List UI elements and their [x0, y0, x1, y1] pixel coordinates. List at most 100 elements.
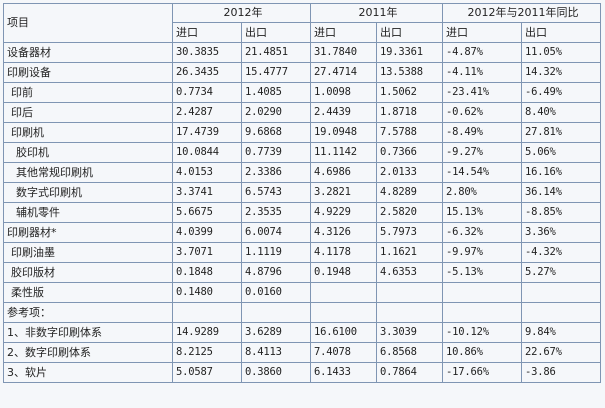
table-row: 印刷油墨 3.7071 1.1119 4.1178 1.1621 -9.97% -4.32%	[3, 242, 601, 263]
cell-export-2012: 21.4851	[241, 42, 311, 63]
cell-export-change: 27.81%	[521, 122, 601, 143]
cell-import-2011: 16.6100	[310, 322, 377, 343]
row-label: 数字式印刷机	[3, 182, 173, 203]
cell-export-change: 3.36%	[521, 222, 601, 243]
cell-export-2012: 4.8796	[241, 262, 311, 283]
row-label: 印刷设备	[3, 62, 173, 83]
cell-import-2012: 0.1848	[172, 262, 242, 283]
cell-import-change: -6.32%	[442, 222, 522, 243]
row-label: 设备器材	[3, 42, 173, 63]
cell-export-2011: 4.8289	[376, 182, 443, 203]
cell-export-change: 5.27%	[521, 262, 601, 283]
header-export-2011: 出口	[376, 22, 443, 43]
cell-import-2011: 4.6986	[310, 162, 377, 183]
cell-export-change: 14.32%	[521, 62, 601, 83]
cell-export-2012: 0.3860	[241, 362, 311, 383]
cell-export-2011: 5.7973	[376, 222, 443, 243]
cell-export-change: 11.05%	[521, 42, 601, 63]
table-row: 其他常规印刷机 4.0153 2.3386 4.6986 2.0133 -14.54% 16…	[3, 162, 601, 183]
cell-import-2011	[310, 282, 377, 303]
cell-export-change: -4.32%	[521, 242, 601, 263]
table-row: 印刷设备 26.3435 15.4777 27.4714 13.5388 -4.11% 14…	[3, 62, 601, 83]
table-row: 数字式印刷机 3.3741 6.5743 3.2821 4.8289 2.80% 36.14…	[3, 182, 601, 203]
row-label: 辅机零件	[3, 202, 173, 223]
cell-import-change: -5.13%	[442, 262, 522, 283]
cell-export-2012: 15.4777	[241, 62, 311, 83]
cell-import-change: 15.13%	[442, 202, 522, 223]
cell-export-2012: 3.6289	[241, 322, 311, 343]
header-2011: 2011年	[310, 3, 443, 23]
table-row: 印后 2.4287 2.0290 2.4439 1.8718 -0.62% 8.40%	[3, 102, 601, 123]
cell-import-2012	[172, 302, 242, 323]
cell-import-2011: 4.3126	[310, 222, 377, 243]
table-row: 胶印版材 0.1848 4.8796 0.1948 4.6353 -5.13% 5.27%	[3, 262, 601, 283]
cell-export-2012: 2.3535	[241, 202, 311, 223]
row-label: 参考项：	[3, 302, 173, 323]
cell-export-change	[521, 302, 601, 323]
cell-import-2012: 0.1480	[172, 282, 242, 303]
cell-export-2011: 1.1621	[376, 242, 443, 263]
cell-import-2012: 2.4287	[172, 102, 242, 123]
cell-import-change	[442, 282, 522, 303]
header-import-compare: 进口	[442, 22, 522, 43]
header-export-2012: 出口	[241, 22, 311, 43]
table-row: 印刷器材* 4.0399 6.0074 4.3126 5.7973 -6.32% 3.36%	[3, 222, 601, 243]
cell-import-change: -23.41%	[442, 82, 522, 103]
cell-export-2011: 6.8568	[376, 342, 443, 363]
cell-import-2011	[310, 302, 377, 323]
cell-import-2011: 4.9229	[310, 202, 377, 223]
cell-export-change: 5.06%	[521, 142, 601, 163]
cell-export-2012: 6.5743	[241, 182, 311, 203]
cell-import-2012: 0.7734	[172, 82, 242, 103]
table-row: 1、非数字印刷体系 14.9289 3.6289 16.6100 3.3039 -10.1…	[3, 322, 601, 343]
cell-import-2012: 26.3435	[172, 62, 242, 83]
cell-export-2011: 1.5062	[376, 82, 443, 103]
table-row: 辅机零件 5.6675 2.3535 4.9229 2.5820 15.13% -8.85%	[3, 202, 601, 223]
table-row: 2、数字印刷体系 8.2125 8.4113 7.4078 6.8568 10.86% 22…	[3, 342, 601, 363]
cell-export-change: -6.49%	[521, 82, 601, 103]
table-row: 参考项：	[3, 302, 601, 323]
cell-export-change: 8.40%	[521, 102, 601, 123]
cell-import-2011: 1.0098	[310, 82, 377, 103]
cell-import-2012: 17.4739	[172, 122, 242, 143]
cell-export-change: 36.14%	[521, 182, 601, 203]
table-row: 3、软片 5.0587 0.3860 6.1433 0.7864 -17.66% -3.86	[3, 362, 601, 383]
cell-import-change: -4.87%	[442, 42, 522, 63]
cell-import-change: -10.12%	[442, 322, 522, 343]
cell-export-2011: 13.5388	[376, 62, 443, 83]
trade-table: 项目 2012年 2011年 2012年与2011年同比 进口 出口 进口 出口…	[3, 3, 601, 383]
cell-import-change: -8.49%	[442, 122, 522, 143]
row-label: 印前	[3, 82, 173, 103]
cell-import-2012: 3.3741	[172, 182, 242, 203]
cell-import-change: -9.97%	[442, 242, 522, 263]
header-2012: 2012年	[172, 3, 311, 23]
row-label: 2、数字印刷体系	[3, 342, 173, 363]
cell-export-2012: 2.3386	[241, 162, 311, 183]
cell-export-2011: 0.7366	[376, 142, 443, 163]
table-row: 印刷机 17.4739 9.6868 19.0948 7.5788 -8.49% 27.81…	[3, 122, 601, 143]
cell-import-2011: 2.4439	[310, 102, 377, 123]
cell-export-2011: 2.0133	[376, 162, 443, 183]
cell-import-2011: 19.0948	[310, 122, 377, 143]
cell-export-2011: 19.3361	[376, 42, 443, 63]
cell-import-2012: 8.2125	[172, 342, 242, 363]
cell-export-change: -8.85%	[521, 202, 601, 223]
cell-export-2011: 0.7864	[376, 362, 443, 383]
cell-import-2012: 5.6675	[172, 202, 242, 223]
row-label: 1、非数字印刷体系	[3, 322, 173, 343]
cell-export-2012: 6.0074	[241, 222, 311, 243]
cell-import-2012: 10.0844	[172, 142, 242, 163]
cell-import-2012: 30.3835	[172, 42, 242, 63]
header-compare: 2012年与2011年同比	[442, 3, 601, 23]
header-import-2012: 进口	[172, 22, 242, 43]
cell-import-change: 2.80%	[442, 182, 522, 203]
cell-export-2012	[241, 302, 311, 323]
cell-export-2012: 2.0290	[241, 102, 311, 123]
cell-import-2012: 4.0399	[172, 222, 242, 243]
header-row-sub: 进口 出口 进口 出口 进口 出口	[4, 22, 601, 43]
row-label: 印刷油墨	[3, 242, 173, 263]
cell-export-2012: 1.4085	[241, 82, 311, 103]
cell-export-2011: 3.3039	[376, 322, 443, 343]
row-label: 印刷器材*	[3, 222, 173, 243]
cell-import-2011: 31.7840	[310, 42, 377, 63]
